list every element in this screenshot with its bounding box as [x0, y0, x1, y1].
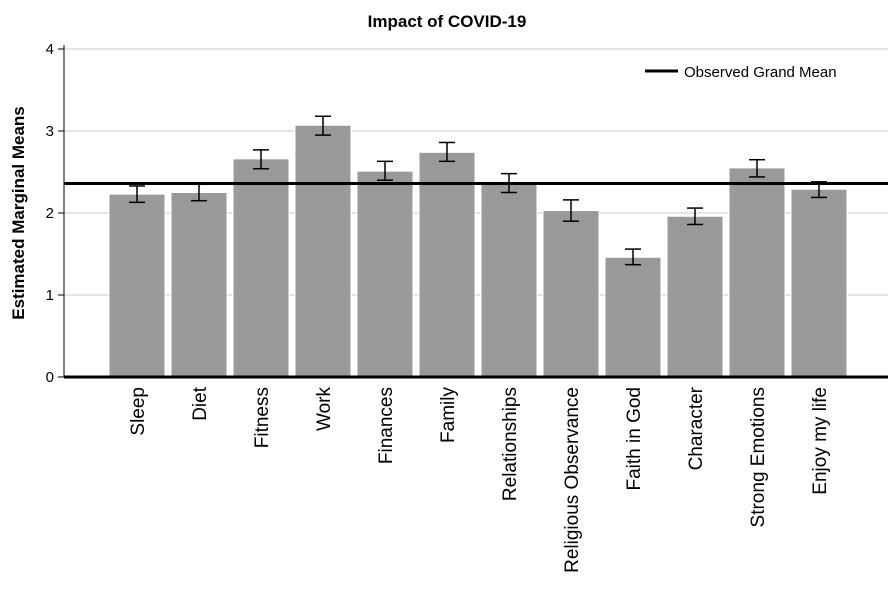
y-tick-label: 2 — [46, 205, 54, 222]
bar — [109, 194, 165, 377]
x-tick-labels: Sleep Diet Fitness Work Finances Family Relati… — [128, 386, 831, 573]
legend-label: Observed Grand Mean — [684, 64, 837, 81]
bar — [729, 168, 785, 377]
x-tick-label: Enjoy my life — [810, 387, 831, 495]
y-tick-label: 4 — [46, 41, 54, 58]
bar — [605, 257, 661, 377]
x-tick-label: Religious Observance — [562, 387, 583, 573]
bar — [357, 171, 413, 377]
x-tick-label: Sleep — [128, 387, 149, 436]
bar — [791, 189, 847, 377]
x-tick-label: Relationships — [500, 387, 521, 501]
bar-layer — [109, 125, 847, 377]
x-tick-label: Work — [314, 387, 335, 431]
y-tick-label: 0 — [46, 369, 54, 386]
x-tick-label: Family — [438, 387, 459, 443]
chart-title: Impact of COVID-19 — [368, 12, 527, 31]
legend: Observed Grand Mean — [645, 64, 837, 81]
bar — [667, 216, 723, 377]
x-tick-label: Character — [686, 386, 707, 470]
x-tick-label: Strong Emotions — [748, 387, 769, 527]
bar — [171, 193, 227, 378]
y-axis-label: Estimated Marginal Means — [9, 106, 28, 320]
bar — [419, 152, 475, 377]
x-tick-label: Diet — [190, 386, 211, 421]
x-tick-label: Finances — [376, 387, 397, 464]
bar — [233, 159, 289, 377]
bar — [295, 125, 351, 377]
y-tick-labels: 0 1 2 3 4 — [46, 41, 54, 386]
x-tick-label: Faith in God — [624, 387, 645, 491]
y-tick-label: 3 — [46, 123, 54, 140]
y-tick-label: 1 — [46, 287, 54, 304]
x-tick-label: Fitness — [252, 387, 273, 448]
bar — [543, 211, 599, 377]
bar — [481, 183, 537, 377]
